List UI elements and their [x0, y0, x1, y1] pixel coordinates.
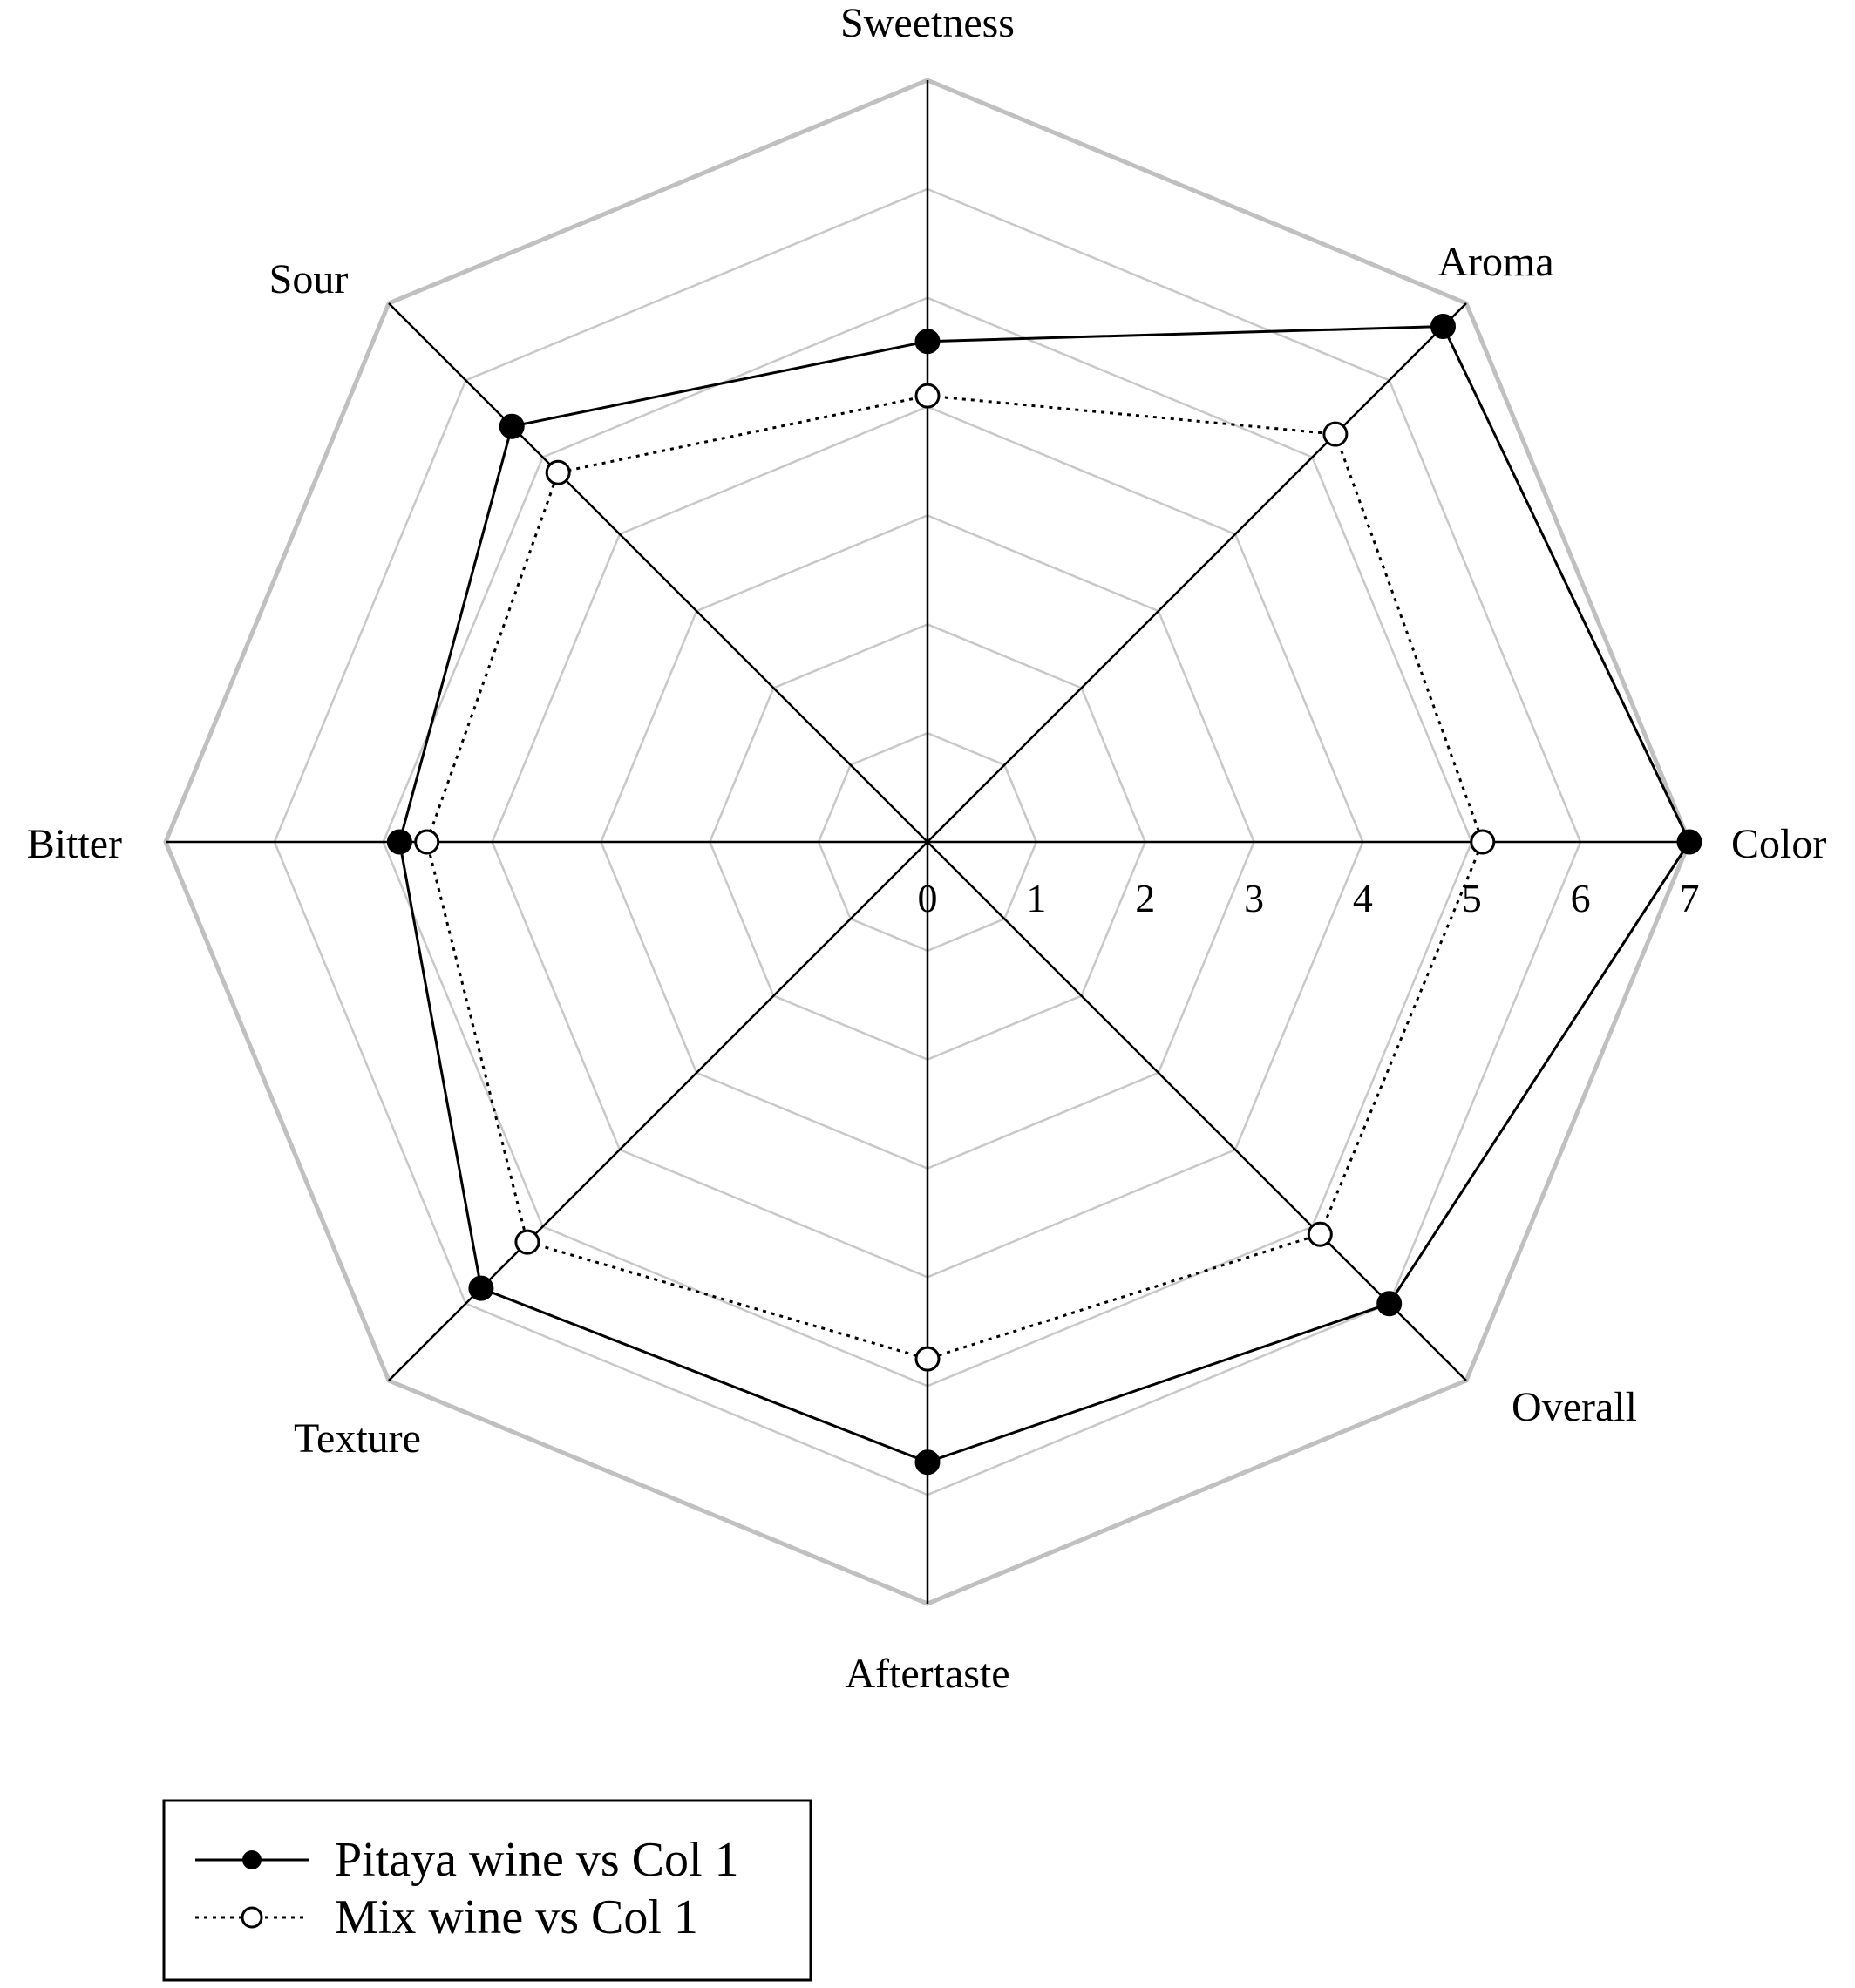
point-series-1-color: [1676, 829, 1702, 855]
legend-box: [162, 1799, 812, 1982]
point-series-1-aroma: [1430, 314, 1456, 339]
point-series-1-aftertaste: [914, 1449, 941, 1476]
tick-label-2: 2: [1135, 876, 1155, 920]
axis-label-texture: Texture: [294, 1415, 421, 1462]
spoke-sour: [388, 302, 928, 843]
tick-label-3: 3: [1244, 876, 1264, 920]
point-series-2-overall: [1307, 1221, 1333, 1247]
legend-label-series-2: Mix wine vs Col 1: [335, 1890, 698, 1944]
axis-label-sour: Sour: [269, 256, 349, 302]
point-series-1-sour: [499, 413, 525, 439]
spoke-aroma: [927, 302, 1467, 843]
tick-label-6: 6: [1571, 876, 1591, 920]
point-series-2-sweetness: [914, 383, 941, 409]
point-series-1-sweetness: [914, 329, 941, 355]
spoke-texture: [388, 841, 928, 1381]
tick-label-5: 5: [1462, 876, 1482, 920]
axis-label-overall: Overall: [1512, 1384, 1637, 1430]
tick-label-7: 7: [1680, 876, 1700, 920]
label-layer: Sweetness Aroma Color Overall Aftertaste Text…: [27, 0, 1827, 1697]
tick-layer: 0 1 2 3 4 5 6 7: [918, 876, 1700, 920]
axis-label-bitter: Bitter: [27, 821, 122, 867]
series-layer: [386, 314, 1702, 1476]
tick-label-4: 4: [1353, 876, 1373, 920]
tick-label-0: 0: [918, 876, 938, 920]
legend-marker-series-1: [242, 1850, 262, 1869]
axis-label-aroma: Aroma: [1437, 239, 1553, 285]
point-series-2-color: [1470, 829, 1496, 855]
point-series-2-texture: [514, 1229, 540, 1255]
point-series-2-aftertaste: [914, 1346, 941, 1372]
axis-label-aftertaste: Aftertaste: [845, 1651, 1009, 1697]
spoke-overall: [927, 841, 1467, 1381]
point-series-2-aroma: [1322, 421, 1349, 447]
legend: Pitaya wine vs Col 1 Mix wine vs Col 1: [162, 1799, 812, 1982]
point-series-1-texture: [468, 1275, 494, 1301]
axis-label-color: Color: [1731, 821, 1826, 867]
axis-label-sweetness: Sweetness: [840, 0, 1015, 46]
series-2: [414, 383, 1496, 1372]
legend-marker-series-2: [241, 1906, 263, 1929]
tick-label-1: 1: [1026, 876, 1046, 920]
point-series-2-sour: [545, 459, 571, 485]
legend-label-series-1: Pitaya wine vs Col 1: [335, 1833, 739, 1887]
series-1: [386, 314, 1702, 1476]
point-series-1-overall: [1376, 1291, 1403, 1317]
series-line-2: [425, 394, 1485, 1360]
point-series-2-bitter: [414, 829, 440, 855]
point-series-1-bitter: [386, 829, 412, 855]
